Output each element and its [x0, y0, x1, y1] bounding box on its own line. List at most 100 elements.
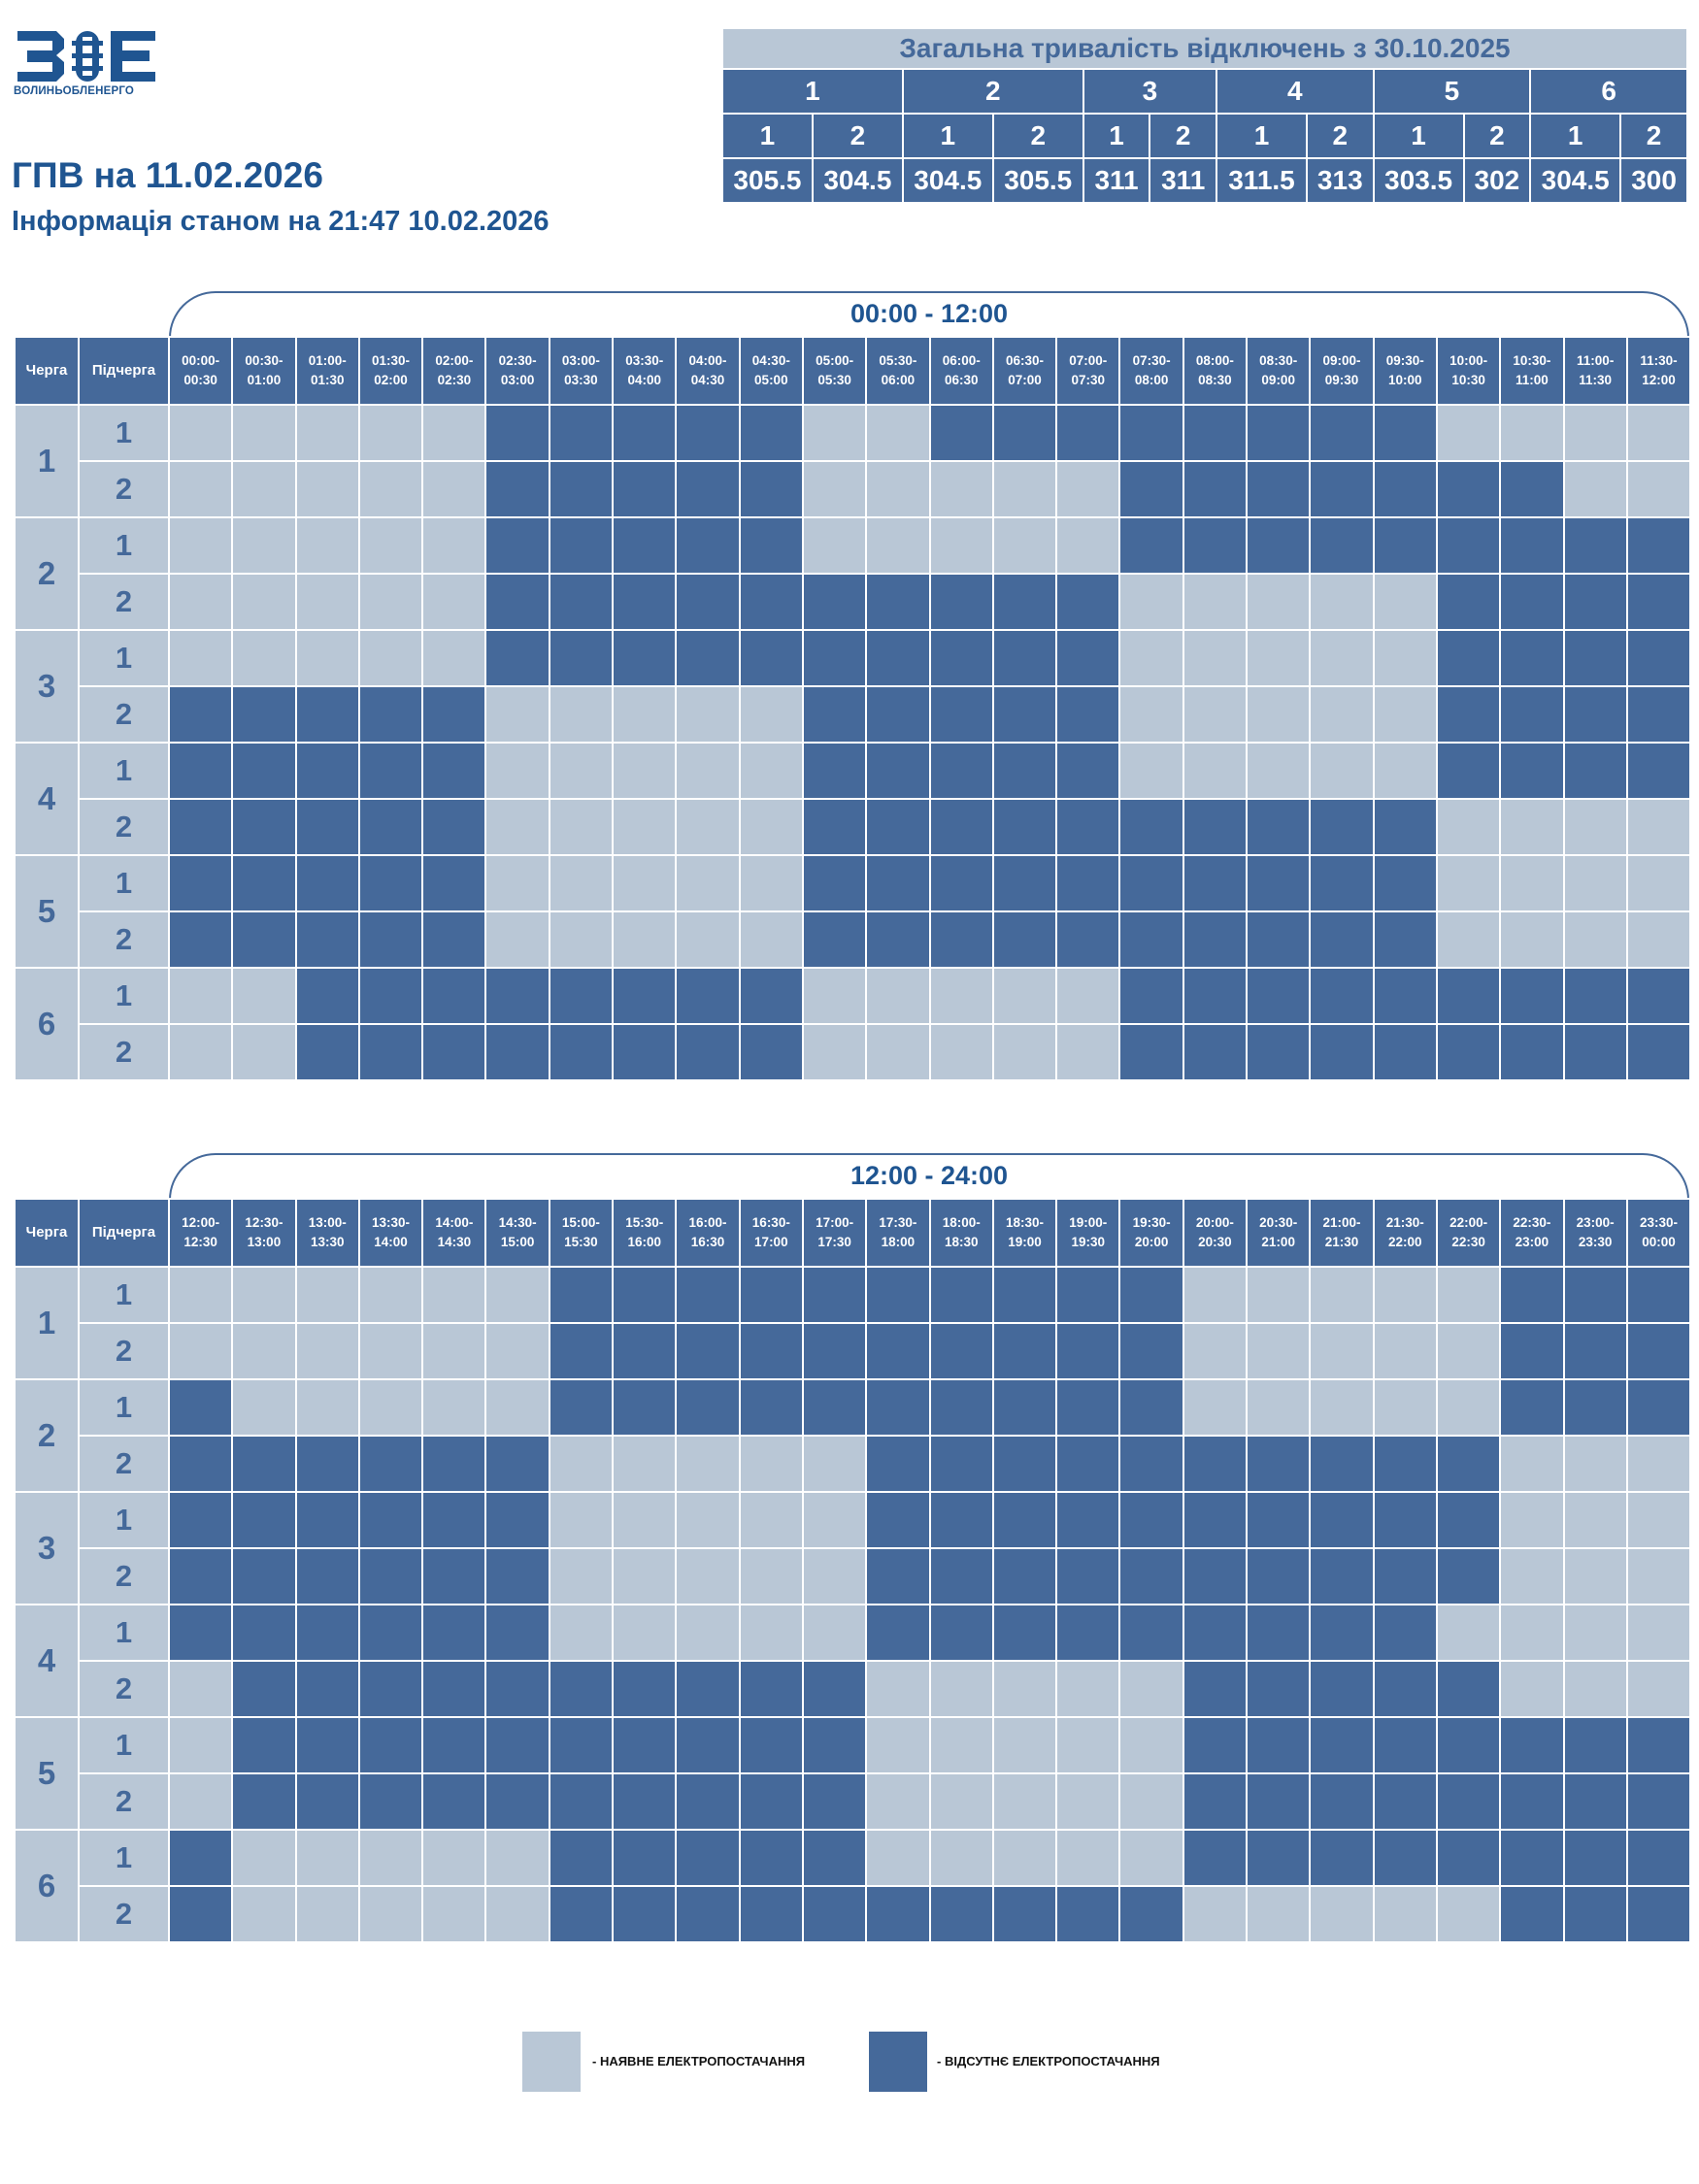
slot-power-off — [1435, 1547, 1502, 1605]
period-header: 00:00 - 12:00 — [169, 291, 1689, 338]
slot-power-off — [548, 1716, 615, 1774]
subqueue-cell: 2 — [78, 573, 170, 631]
slot-power-off — [865, 1604, 931, 1662]
slot-power-off — [1182, 516, 1249, 575]
slot-power-off — [928, 1604, 994, 1662]
summary-subqueue: 1 — [901, 113, 994, 159]
slot-power-off — [548, 1829, 615, 1887]
slot-power-off — [1625, 573, 1692, 631]
slot-power-on — [1625, 1660, 1692, 1718]
slot-power-off — [1182, 798, 1249, 856]
column-header-queue: Черга — [14, 1198, 80, 1268]
slot-power-off — [1562, 1885, 1628, 1943]
slot-power-off — [675, 516, 741, 575]
subqueue-cell: 2 — [78, 1772, 170, 1831]
slot-power-off — [738, 1266, 804, 1324]
slot-power-off — [1118, 1491, 1184, 1549]
slot-power-off — [1372, 1604, 1438, 1662]
voe-logo-icon — [17, 31, 155, 82]
slot-power-off — [1246, 1023, 1312, 1081]
subqueue-cell: 2 — [78, 685, 170, 744]
slot-power-off — [1182, 1547, 1249, 1605]
slot-power-off — [801, 1885, 868, 1943]
time-slot-header: 14:00- 14:30 — [421, 1198, 487, 1268]
slot-power-on — [1625, 1435, 1692, 1493]
slot-power-off — [1562, 1378, 1628, 1437]
schedule-row: 2 — [15, 460, 1692, 518]
time-slot-header: 08:30- 09:00 — [1246, 336, 1312, 406]
slot-power-off — [357, 910, 424, 969]
slot-power-off — [1562, 1772, 1628, 1831]
slot-power-off — [1499, 516, 1565, 575]
summary-hours-value: 311.5 — [1216, 157, 1308, 204]
slot-power-off — [612, 1378, 678, 1437]
slot-power-off — [1499, 967, 1565, 1025]
slot-power-off — [801, 910, 868, 969]
slot-power-on — [1055, 1772, 1121, 1831]
slot-power-on — [548, 685, 615, 744]
slot-power-off — [1118, 516, 1184, 575]
slot-power-off — [1625, 1266, 1692, 1324]
slot-power-on — [738, 1547, 804, 1605]
slot-power-off — [294, 798, 360, 856]
legend: - НАЯВНЕ ЕЛЕКТРОПОСТАЧАННЯ - ВІДСУТНЄ ЕЛ… — [0, 2032, 1699, 2094]
slot-power-off — [1182, 1660, 1249, 1718]
slot-power-off — [357, 1604, 424, 1662]
slot-power-off — [1625, 1322, 1692, 1380]
summary-queue-6: 6 — [1529, 68, 1688, 115]
slot-power-on — [612, 910, 678, 969]
slot-power-off — [1055, 1378, 1121, 1437]
slot-power-on — [1562, 854, 1628, 912]
time-slot-header: 11:00- 11:30 — [1562, 336, 1628, 406]
time-slot-header: 08:00- 08:30 — [1182, 336, 1249, 406]
slot-power-off — [738, 1829, 804, 1887]
slot-power-off — [1625, 685, 1692, 744]
slot-power-off — [484, 1023, 550, 1081]
subqueue-cell: 2 — [78, 1435, 170, 1493]
time-slot-header: 01:00- 01:30 — [294, 336, 360, 406]
slot-power-on — [1309, 573, 1375, 631]
slot-power-off — [421, 1435, 487, 1493]
slot-power-on — [484, 1885, 550, 1943]
slot-power-off — [548, 1885, 615, 1943]
slot-power-off — [1372, 967, 1438, 1025]
summary-hours-value: 313 — [1305, 157, 1375, 204]
slot-power-off — [612, 1772, 678, 1831]
slot-power-on — [357, 516, 424, 575]
slot-power-off — [675, 1322, 741, 1380]
slot-power-on — [801, 1604, 868, 1662]
slot-power-off — [675, 1829, 741, 1887]
summary-subqueue: 1 — [1372, 113, 1465, 159]
slot-power-on — [484, 854, 550, 912]
slot-power-off — [167, 1378, 234, 1437]
slot-power-on — [1118, 1829, 1184, 1887]
slot-power-off — [1118, 1266, 1184, 1324]
slot-power-on — [612, 798, 678, 856]
slot-power-off — [167, 1547, 234, 1605]
slot-power-on — [675, 1547, 741, 1605]
slot-power-on — [484, 1322, 550, 1380]
summary-queue-2: 2 — [901, 68, 1084, 115]
slot-power-on — [294, 1322, 360, 1380]
slot-power-off — [421, 1716, 487, 1774]
slot-power-off — [801, 742, 868, 800]
summary-subqueue: 1 — [1082, 113, 1151, 159]
slot-power-on — [801, 1491, 868, 1549]
slot-power-off — [1309, 1023, 1375, 1081]
slot-power-off — [1309, 1772, 1375, 1831]
slot-power-on — [675, 910, 741, 969]
slot-power-off — [1055, 854, 1121, 912]
slot-power-on — [231, 1378, 297, 1437]
slot-power-on — [1562, 1491, 1628, 1549]
slot-power-on — [801, 967, 868, 1025]
slot-power-off — [1372, 1716, 1438, 1774]
slot-power-off — [421, 854, 487, 912]
slot-power-on — [1182, 1885, 1249, 1943]
slot-power-off — [1625, 1829, 1692, 1887]
slot-power-off — [1499, 1885, 1565, 1943]
slot-power-off — [231, 854, 297, 912]
